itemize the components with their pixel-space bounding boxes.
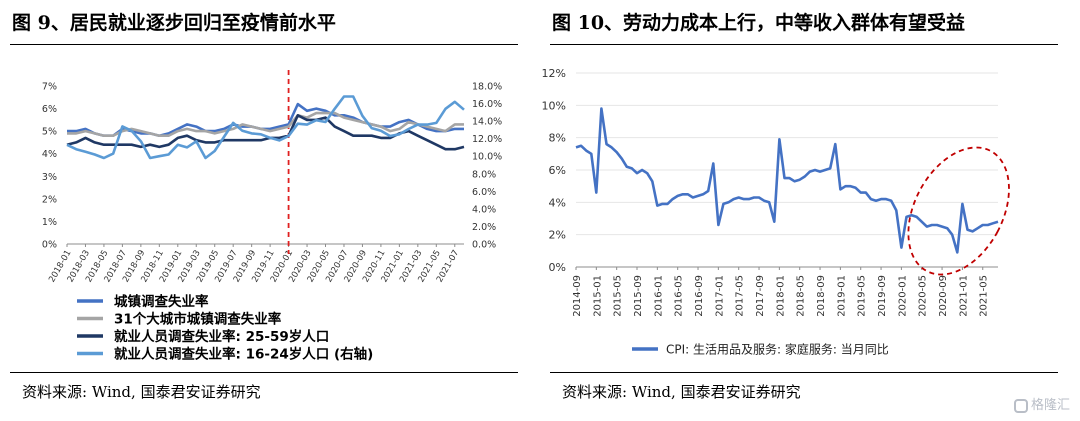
x-tick-label: 2019-01 bbox=[836, 275, 847, 317]
x-tick-label: 2021-05 bbox=[979, 275, 990, 317]
right-y-tick-label: 8.0% bbox=[472, 169, 496, 180]
right-title-divider bbox=[550, 44, 1058, 45]
x-tick-label: 2017-05 bbox=[735, 275, 746, 317]
left-source-note: 资料来源: Wind, 国泰君安证券研究 bbox=[22, 383, 261, 401]
x-tick-label: 2016-05 bbox=[674, 275, 685, 317]
right-y-tick-label: 18.0% bbox=[472, 82, 502, 93]
left-chart: 0% 1% 2% 3% 4% 5% 6% 7% 0.0% 2.0% 4.0% 6.0% 8.0% 10.0… bbox=[42, 70, 502, 363]
y-tick-label: 6% bbox=[549, 164, 566, 177]
y-tick-label: 2% bbox=[549, 229, 566, 242]
right-y-tick-label: 0.0% bbox=[472, 240, 496, 251]
series-line-4 bbox=[66, 95, 465, 160]
y-tick-label: 8% bbox=[549, 132, 566, 145]
x-tick-label: 2020-05 bbox=[918, 275, 929, 317]
x-tick-label: 2019-05 bbox=[857, 275, 868, 317]
left-y-tick-label: 4% bbox=[42, 149, 57, 160]
x-tick-label: 2018-09 bbox=[816, 275, 827, 317]
x-tick-label: 2015-01 bbox=[592, 275, 603, 317]
left-source-divider bbox=[10, 372, 518, 373]
y-tick-label: 0% bbox=[549, 261, 566, 274]
x-tick-label: 2020-09 bbox=[938, 275, 949, 317]
right-figure: 图 10、劳动力成本上行，中等收入群体有望受益 0% 2% 4% 6% 8% 10% 12%… bbox=[540, 0, 1080, 421]
x-tick-label: 2020-01 bbox=[897, 275, 908, 317]
watermark: 格隆汇 bbox=[1013, 394, 1070, 413]
series-line-2 bbox=[67, 111, 464, 137]
right-y-tick-label: 16.0% bbox=[472, 99, 502, 110]
y-tick-label: 10% bbox=[542, 99, 566, 112]
right-source-note: 资料来源: Wind, 国泰君安证券研究 bbox=[562, 383, 801, 401]
left-y-tick-label: 7% bbox=[42, 82, 57, 93]
right-y-tick-label: 14.0% bbox=[472, 117, 502, 128]
left-y-tick-label: 1% bbox=[42, 217, 57, 228]
right-y-tick-label: 2.0% bbox=[472, 222, 496, 233]
x-tick-label: 2015-09 bbox=[633, 275, 644, 317]
watermark-logo-icon bbox=[1013, 398, 1028, 413]
highlight-ellipse bbox=[907, 146, 1010, 276]
right-y-tick-label: 12.0% bbox=[472, 134, 502, 145]
cpi-series-line bbox=[575, 107, 999, 254]
x-tick-label: 2018-01 bbox=[775, 275, 786, 317]
left-y-tick-label: 6% bbox=[42, 104, 57, 115]
left-figure-title: 图 9、居民就业逐步回归至疫情前水平 bbox=[12, 12, 336, 34]
y-tick-label: 12% bbox=[542, 67, 566, 80]
left-y-tick-label: 5% bbox=[42, 127, 57, 138]
x-tick-label: 2017-01 bbox=[714, 275, 725, 317]
right-source-divider bbox=[550, 372, 1058, 373]
x-tick-label: 2015-05 bbox=[613, 275, 624, 317]
legend-label: 城镇调查失业率 bbox=[114, 293, 209, 310]
watermark-text: 格隆汇 bbox=[1030, 398, 1070, 413]
right-figure-title: 图 10、劳动力成本上行，中等收入群体有望受益 bbox=[552, 12, 966, 34]
left-title-divider bbox=[10, 44, 518, 45]
left-y-tick-label: 0% bbox=[42, 240, 57, 251]
right-y-tick-label: 4.0% bbox=[472, 204, 496, 215]
legend-label: CPI: 生活用品及服务: 家庭服务: 当月同比 bbox=[666, 342, 889, 357]
left-figure: 图 9、居民就业逐步回归至疫情前水平 0% 1% 2% 3% 4% 5% 6% 7% 0.0% 2… bbox=[10, 12, 518, 401]
legend-label: 31个大城市城镇调查失业率 bbox=[114, 311, 282, 328]
legend-label: 就业人员调查失业率: 25-59岁人口 bbox=[114, 328, 329, 345]
right-chart: 0% 2% 4% 6% 8% 10% 12% 2014-09 2015-01 2015-05 201… bbox=[542, 67, 1010, 357]
x-tick-label: 2016-01 bbox=[653, 275, 664, 317]
x-tick-label: 2014-09 bbox=[572, 275, 583, 317]
x-tick-label: 2018-05 bbox=[796, 275, 807, 317]
y-tick-label: 4% bbox=[549, 196, 566, 209]
x-tick-label: 2017-09 bbox=[755, 275, 766, 317]
x-tick-label: 2019-09 bbox=[877, 275, 888, 317]
legend-label: 就业人员调查失业率: 16-24岁人口 (右轴) bbox=[114, 346, 373, 363]
x-tick-label: 2021-01 bbox=[958, 275, 969, 317]
left-y-tick-label: 2% bbox=[42, 194, 57, 205]
right-y-tick-label: 6.0% bbox=[472, 187, 496, 198]
right-y-tick-label: 10.0% bbox=[472, 152, 502, 163]
x-tick-label: 2016-09 bbox=[694, 275, 705, 317]
left-y-tick-label: 3% bbox=[42, 172, 57, 183]
